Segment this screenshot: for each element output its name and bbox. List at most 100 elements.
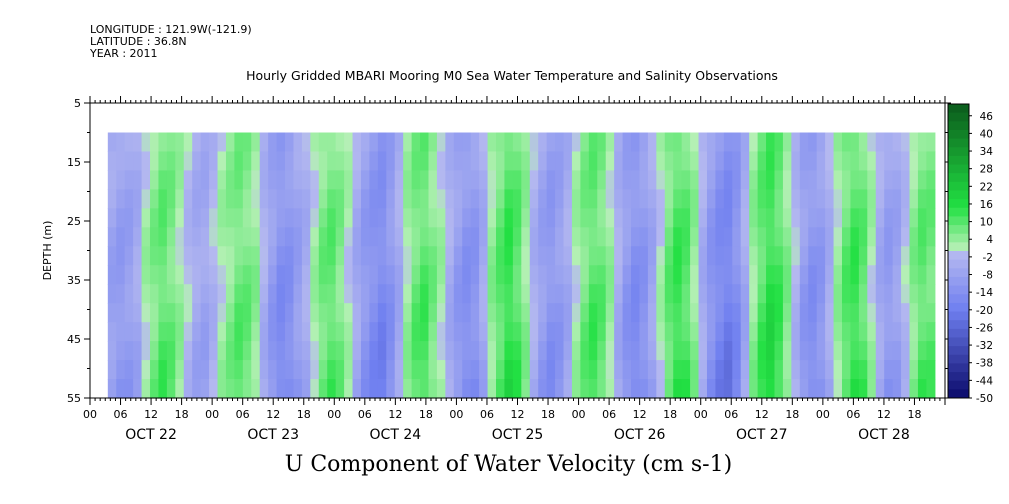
heatmap-cell <box>715 151 725 172</box>
heatmap-cell <box>301 360 311 380</box>
heatmap-cell <box>394 360 404 380</box>
heatmap-cell <box>293 303 303 323</box>
heatmap-cell <box>158 208 168 228</box>
heatmap-cell <box>597 303 607 323</box>
heatmap-cell <box>445 151 455 172</box>
heatmap-cell <box>462 132 472 153</box>
heatmap-cell <box>242 170 252 190</box>
heatmap-cell <box>673 379 683 399</box>
heatmap-cell <box>774 379 784 399</box>
heatmap-cell <box>327 360 337 380</box>
heatmap-cell <box>209 379 219 399</box>
heatmap-cell <box>782 227 792 247</box>
heatmap-cell <box>285 151 295 172</box>
heatmap-cell <box>335 341 345 361</box>
heatmap-cell <box>875 303 885 323</box>
x-day-label: OCT 22 <box>125 427 177 443</box>
heatmap-cell <box>403 189 413 209</box>
heatmap-cell <box>799 322 809 342</box>
heatmap-cell <box>403 246 413 266</box>
colorbar: 46 40 34 28 22 16 10 4 -2 -8 -14 -20 -26 -32 -38 -44 -50 <box>947 103 993 405</box>
heatmap-cell <box>445 341 455 361</box>
heatmap-cell <box>740 246 750 266</box>
heatmap-cell <box>571 170 581 190</box>
heatmap-cell <box>631 246 641 266</box>
heatmap-cell <box>749 341 759 361</box>
heatmap-cell <box>555 265 565 285</box>
heatmap-cell <box>335 303 345 323</box>
heatmap-cell <box>344 208 354 228</box>
heatmap-cell <box>360 227 371 247</box>
heatmap-cell <box>673 265 683 285</box>
heatmap-cell <box>563 341 573 361</box>
heatmap-cell <box>580 208 590 228</box>
heatmap-cell <box>352 265 362 285</box>
heatmap-cell <box>521 341 531 361</box>
heatmap-cell <box>301 227 311 247</box>
heatmap-cell <box>631 170 641 190</box>
heatmap-cell <box>470 284 480 304</box>
heatmap-cell <box>841 227 852 247</box>
heatmap-cell <box>183 303 193 323</box>
heatmap-cell <box>496 360 506 380</box>
heatmap-cell <box>690 379 700 399</box>
heatmap-cell <box>470 132 480 153</box>
heatmap-cell <box>858 322 868 342</box>
heatmap-cell <box>369 322 379 342</box>
heatmap-cell <box>158 379 168 399</box>
heatmap-cell <box>200 265 210 285</box>
heatmap-cell <box>293 265 303 285</box>
heatmap-cell <box>352 132 362 153</box>
heatmap-cell <box>192 360 202 380</box>
heatmap-cell <box>150 284 160 304</box>
latitude-label: LATITUDE : 36.8N <box>90 35 187 48</box>
heatmap-cell <box>225 208 235 228</box>
heatmap-cell <box>673 284 683 304</box>
heatmap-cell <box>360 341 371 361</box>
heatmap-cell <box>234 322 244 342</box>
heatmap-cell <box>766 227 776 247</box>
heatmap-cell <box>453 265 463 285</box>
colorbar-bin <box>948 173 969 183</box>
heatmap-cell <box>428 151 438 172</box>
heatmap-cell <box>563 322 573 342</box>
heatmap-cell <box>588 132 598 153</box>
y-tick-label: 55 <box>67 392 81 405</box>
heatmap-cell <box>166 189 176 209</box>
heatmap-cell <box>664 284 674 304</box>
heatmap-cell <box>799 189 809 209</box>
heatmap-cell <box>141 132 151 153</box>
heatmap-cell <box>217 265 227 285</box>
heatmap-cell <box>504 151 514 172</box>
longitude-label: LONGITUDE : 121.9W(-121.9) <box>90 23 252 36</box>
heatmap-cell <box>875 246 885 266</box>
x-tick-label: 18 <box>663 408 677 421</box>
colorbar-bin <box>948 302 969 313</box>
heatmap-cell <box>808 284 818 304</box>
heatmap-cell <box>884 284 894 304</box>
heatmap-cell <box>580 341 590 361</box>
heatmap-cell <box>774 360 784 380</box>
heatmap-cell <box>580 284 590 304</box>
heatmap-cell <box>723 341 733 361</box>
heatmap-cell <box>749 208 759 228</box>
heatmap-cell <box>116 170 126 190</box>
heatmap-cell <box>436 341 446 361</box>
heatmap-cell <box>242 341 252 361</box>
x-tick-label: 18 <box>175 408 189 421</box>
heatmap-cell <box>445 303 455 323</box>
heatmap-cell <box>428 284 438 304</box>
heatmap-cell <box>901 189 911 209</box>
heatmap-cell <box>757 341 767 361</box>
heatmap-cell <box>816 322 826 342</box>
heatmap-cell <box>310 341 320 361</box>
chart-title: Hourly Gridded MBARI Mooring M0 Sea Wate… <box>246 68 778 83</box>
heatmap-cell <box>512 265 522 285</box>
heatmap-cell <box>360 208 371 228</box>
heatmap-cell <box>175 170 185 190</box>
heatmap-cell <box>816 265 826 285</box>
heatmap-cell <box>420 284 430 304</box>
heatmap-cell <box>698 341 708 361</box>
heatmap-cell <box>420 265 430 285</box>
heatmap-cell <box>175 246 185 266</box>
